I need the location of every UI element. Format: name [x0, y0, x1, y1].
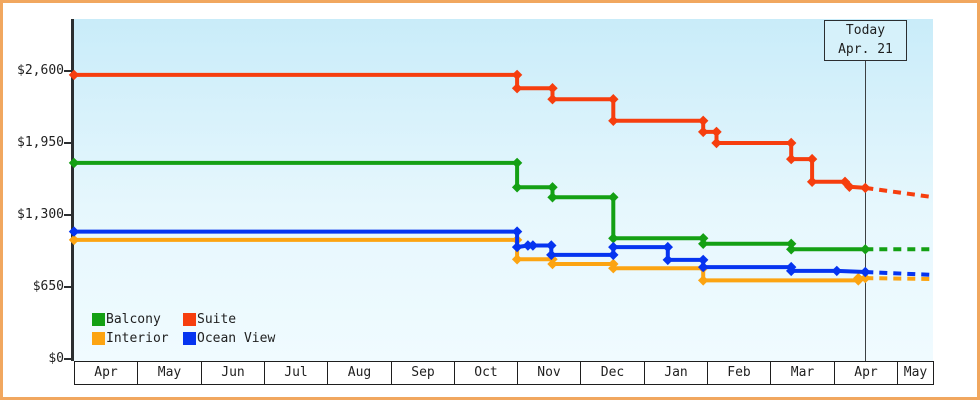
month-cell-apr: Apr [74, 361, 138, 385]
series-markers-ocean-view [68, 226, 871, 278]
series-markers-interior [68, 234, 871, 286]
legend-swatch-balcony [92, 312, 105, 326]
series-forecast-interior [865, 276, 930, 281]
y-tick-label: $650 [32, 279, 64, 294]
y-tick-mark [64, 286, 72, 288]
legend-item-suite: Suite [183, 311, 275, 327]
month-cell-aug: Aug [327, 361, 392, 385]
y-tick-label: $1,950 [17, 135, 64, 150]
y-axis-line [71, 19, 74, 361]
month-cell-dec: Dec [580, 361, 645, 385]
legend-item-balcony: Balcony [92, 311, 183, 327]
legend-label: Ocean View [197, 330, 276, 346]
series-line-interior [72, 237, 868, 283]
series-line-balcony [72, 160, 868, 252]
legend-swatch-suite [183, 312, 196, 326]
month-cell-jan: Jan [644, 361, 708, 385]
month-cell-may-next: May [897, 361, 934, 385]
series-line-suite [72, 72, 868, 190]
month-cell-jun: Jun [201, 361, 265, 385]
month-cell-feb: Feb [707, 361, 771, 385]
y-tick-label: $0 [48, 351, 64, 366]
month-cell-nov: Nov [517, 361, 581, 385]
y-tick-label: $2,600 [17, 63, 64, 78]
legend-label: Interior [106, 330, 169, 346]
series-forecast-ocean-view [865, 270, 930, 277]
chart-legend: Balcony Suite Interior Ocean View [92, 311, 276, 346]
legend-swatch-ocean-view [183, 331, 196, 345]
legend-label: Balcony [106, 311, 161, 327]
month-cell-may: May [137, 361, 202, 385]
series-markers-suite [68, 69, 871, 194]
month-cell-apr-next: Apr [834, 361, 898, 385]
series-line-ocean-view [72, 229, 868, 274]
y-tick-mark [64, 70, 72, 72]
today-vertical-line [865, 59, 866, 361]
legend-item-interior: Interior [92, 330, 183, 346]
today-annotation-box: Today Apr. 21 [824, 20, 907, 61]
legend-item-ocean-view: Ocean View [183, 330, 276, 346]
today-label: Today [845, 23, 886, 38]
month-cell-mar: Mar [770, 361, 835, 385]
month-cell-jul: Jul [264, 361, 328, 385]
today-date: Apr. 21 [838, 42, 893, 57]
y-tick-mark [64, 214, 72, 216]
month-cell-oct: Oct [454, 361, 518, 385]
y-tick-mark [64, 358, 72, 360]
series-forecast-suite [865, 185, 931, 199]
legend-label: Suite [197, 311, 237, 327]
y-tick-label: $1,300 [17, 207, 64, 222]
month-cell-sep: Sep [391, 361, 455, 385]
y-tick-mark [64, 142, 72, 144]
legend-swatch-interior [92, 331, 105, 345]
series-markers-balcony [68, 157, 871, 255]
